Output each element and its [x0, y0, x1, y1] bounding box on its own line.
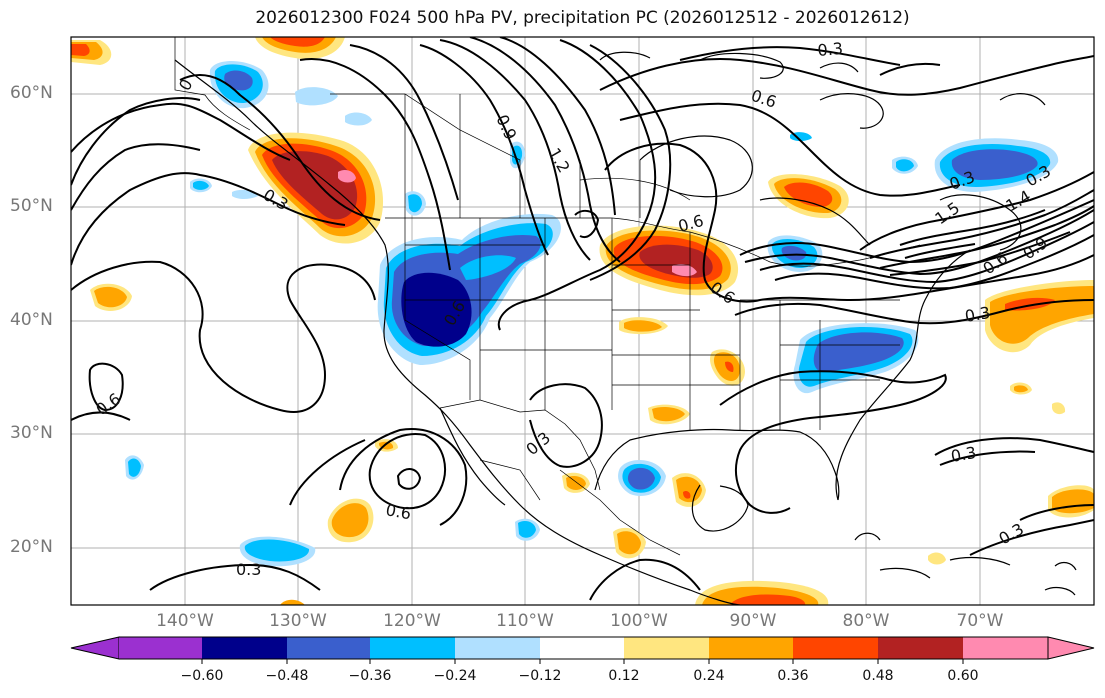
colorbar-tick-label: 0.48	[862, 668, 894, 684]
lat-label-60n: 60°N	[10, 83, 53, 103]
lat-label-30n: 30°N	[10, 423, 53, 443]
colorbar-bin-6	[540, 637, 624, 659]
colorbar-bin-9	[793, 637, 878, 659]
coastline-atlantic-east	[835, 249, 971, 501]
pv-contour-0-northwest	[179, 74, 381, 221]
contour-label: 0.3	[236, 560, 261, 579]
colorbar-tick-label: −0.60	[180, 668, 224, 684]
colorbar-tick-label: 0.36	[777, 668, 809, 684]
pv-contour-0.3-pacific	[71, 172, 346, 266]
pv-contour-0.3-tropics	[149, 563, 321, 591]
colorbar-tick-label: 0.60	[947, 668, 979, 684]
lat-label-50n: 50°N	[10, 196, 53, 216]
lon-label-110w: 110°W	[496, 611, 554, 631]
pv-contours	[71, 37, 1094, 601]
pv-contour-0.9-ridge	[419, 44, 549, 256]
contour-label: 0.3	[817, 39, 844, 60]
lon-label-130w: 130°W	[269, 611, 327, 631]
colorbar-tick-label: −0.24	[433, 668, 477, 684]
lat-label-20n: 20°N	[10, 537, 53, 557]
contour-label: 0.3	[949, 443, 977, 466]
lon-label-100w: 100°W	[610, 611, 668, 631]
map-frame	[70, 36, 1095, 606]
colorbar-bin-7	[624, 637, 709, 659]
coastline-gulf-of-mexico	[594, 428, 840, 501]
pv-contour-0.6-midwest	[604, 142, 1094, 303]
colorbar-bin-8	[709, 637, 793, 659]
colorbar-tick-label: 0.24	[693, 668, 725, 684]
colorbar-tick-label: −0.12	[518, 668, 562, 684]
colorbar-tick-label: −0.48	[265, 668, 309, 684]
colorbar-tick-label: −0.36	[348, 668, 392, 684]
colorbar-bin-3	[287, 637, 370, 659]
coastline-pacific	[174, 59, 741, 605]
contour-label: 0.6	[384, 500, 412, 523]
colorbar-bin-10	[878, 637, 963, 659]
colorbar-extend-low	[70, 636, 120, 660]
border-alaska	[174, 37, 251, 131]
colorbar-bin-1	[119, 637, 202, 659]
pv-contour-0.6-mexico	[368, 433, 446, 510]
pv-contour-0.3-gulf	[719, 370, 947, 514]
lon-label-120w: 120°W	[383, 611, 441, 631]
contour-label: 0.3	[963, 303, 991, 326]
coastline-baja	[439, 407, 506, 506]
colorbar-bin-5	[455, 637, 540, 659]
lon-label-140w: 140°W	[156, 611, 214, 631]
coastline-yucatan	[691, 484, 749, 532]
pv-contour-0.3-mexico	[529, 383, 603, 468]
lat-label-40n: 40°N	[10, 310, 53, 330]
lon-label-90w: 90°W	[729, 611, 777, 631]
colorbar-tick-label: 0.12	[608, 668, 640, 684]
coastlines	[174, 51, 1077, 605]
lon-label-70w: 70°W	[956, 611, 1004, 631]
colorbar	[70, 636, 1095, 664]
lon-label-80w: 80°W	[842, 611, 890, 631]
coastline-hudson-bay	[639, 135, 753, 198]
colorbar-bin-4	[370, 637, 455, 659]
colorbar-extend-high	[1047, 636, 1095, 660]
colorbar-bin-2	[202, 637, 287, 659]
pv-contour-1.2-ridge	[439, 39, 591, 261]
map-title: 2026012300 F024 500 hPa PV, precipitatio…	[255, 8, 910, 28]
border-us-mexico	[439, 399, 601, 491]
colorbar-bin-11	[963, 637, 1048, 659]
